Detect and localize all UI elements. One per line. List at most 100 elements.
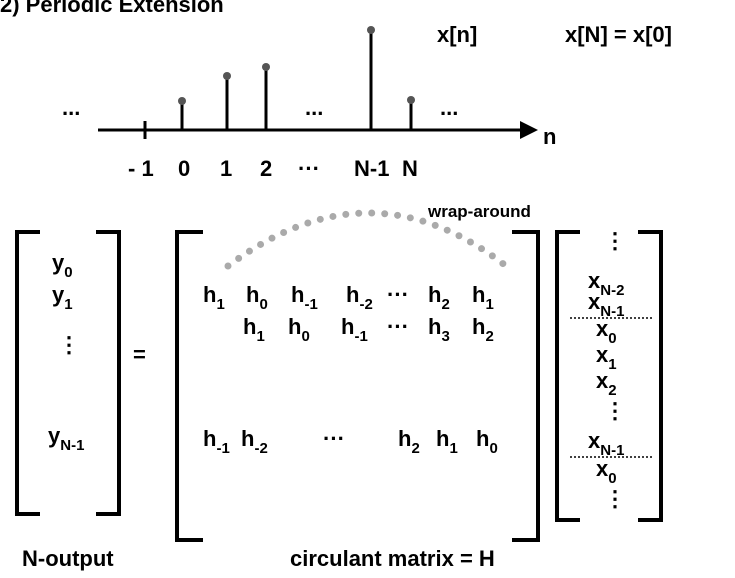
input-entry: ⋮ <box>604 228 626 253</box>
input-entry-sub: N-1 <box>600 442 624 459</box>
input-entry-sub: N-2 <box>600 282 624 299</box>
matrix-entry-base: h <box>398 426 411 451</box>
matrix-entry-base: h <box>341 314 354 339</box>
matrix-entry-base: h <box>472 314 485 339</box>
matrix-entry-base: h <box>428 282 441 307</box>
matrix-entry-base: h <box>241 426 254 451</box>
input-entry-sub: 2 <box>608 382 616 399</box>
input-entry-base: x <box>588 268 601 293</box>
matrix-entry: h0 <box>246 282 268 313</box>
matrix-entry-base: h <box>346 282 359 307</box>
matrix-entry: h1 <box>436 426 458 457</box>
input-entry-base: x <box>596 456 609 481</box>
matrix-entry: h0 <box>476 426 498 457</box>
axis-tick-label: 1 <box>220 156 232 181</box>
matrix-entry-sub: 3 <box>441 328 449 345</box>
axis-tick-label: 2 <box>260 156 272 181</box>
output-entry-sub: N-1 <box>60 437 84 454</box>
output-entry-sub: 0 <box>64 264 72 281</box>
matrix-entry-base: h <box>476 426 489 451</box>
axis-arrow <box>520 121 538 139</box>
wrap-arc <box>224 209 510 270</box>
matrix-entry: h-2 <box>346 282 373 313</box>
input-entry: xN-2 <box>588 268 624 299</box>
ellipsis: ... <box>440 95 458 120</box>
axis-label: n <box>543 124 556 149</box>
matrix-entry-base: h <box>472 282 485 307</box>
footer-left: N-output <box>22 546 114 571</box>
ellipsis: ... <box>305 95 323 120</box>
matrix-entry: h-2 <box>241 426 268 457</box>
matrix-entry-sub: 2 <box>441 296 449 313</box>
matrix-entry-sub: 2 <box>485 328 493 345</box>
input-entry-base: x <box>596 342 609 367</box>
input-entry-base: x <box>588 428 601 453</box>
axis-tick-label: ··· <box>298 156 320 181</box>
input-entry-sub: N-1 <box>600 303 624 320</box>
matrix-entry: h0 <box>288 314 310 345</box>
matrix-entry: h1 <box>203 282 225 313</box>
output-entry-base: y <box>52 250 65 275</box>
matrix-entry: h-1 <box>341 314 368 345</box>
time-axis <box>98 31 522 139</box>
matrix-entry-sub: 0 <box>301 328 309 345</box>
matrix-entry-sub: 2 <box>411 440 419 457</box>
ellipsis: ... <box>62 95 80 120</box>
output-entry: yN-1 <box>48 423 84 454</box>
matrix-entry-sub: -2 <box>254 440 267 457</box>
matrix-entry-sub: -1 <box>354 328 367 345</box>
matrix-entry: h1 <box>472 282 494 313</box>
output-entry-base: y <box>52 282 65 307</box>
periodicity: x[N] = x[0] <box>565 22 672 47</box>
output-entry: ⋮ <box>58 332 80 357</box>
matrix-entry: h2 <box>472 314 494 345</box>
matrix-entry-base: h <box>203 282 216 307</box>
wrap-label: wrap-around <box>427 202 531 221</box>
matrix-entry: ··· <box>323 426 345 451</box>
input-entry-base: x <box>596 368 609 393</box>
matrix-entry: h2 <box>398 426 420 457</box>
matrix-entry-sub: 1 <box>216 296 224 313</box>
output-entry: y1 <box>52 282 73 313</box>
matrix-entry-base: h <box>428 314 441 339</box>
matrix-entry: ··· <box>387 282 409 307</box>
input-entry-base: x <box>596 316 609 341</box>
matrix-entry-sub: 1 <box>449 440 457 457</box>
input-entry: ⋮ <box>604 486 626 511</box>
brackets <box>15 230 663 542</box>
matrix-entry: h-1 <box>203 426 230 457</box>
matrix-entry-sub: -1 <box>304 296 317 313</box>
input-entry: xN-1 <box>588 428 624 459</box>
output-entry: y0 <box>52 250 73 281</box>
matrix-entry-base: h <box>291 282 304 307</box>
matrix-entry-sub: -2 <box>359 296 372 313</box>
equals: = <box>133 342 146 367</box>
matrix-entry: h1 <box>243 314 265 345</box>
matrix-entry-sub: 1 <box>256 328 264 345</box>
axis-tick-label: N <box>402 156 418 181</box>
input-entry: x2 <box>596 368 617 399</box>
matrix-entry-base: h <box>288 314 301 339</box>
matrix-entry: h3 <box>428 314 450 345</box>
input-entry: x0 <box>596 316 617 347</box>
input-entry-base: x <box>588 289 601 314</box>
signal-label: x[n] <box>437 22 477 47</box>
matrix-entry-base: h <box>246 282 259 307</box>
matrix-entry-sub: 1 <box>485 296 493 313</box>
title: 2) Periodic Extension <box>0 0 224 17</box>
matrix-entry-sub: 0 <box>489 440 497 457</box>
input-entry: x0 <box>596 456 617 487</box>
matrix-entry: h2 <box>428 282 450 313</box>
input-entry: ⋮ <box>604 398 626 423</box>
stem-heads <box>178 26 415 105</box>
input-entry-sub: 0 <box>608 330 616 347</box>
matrix-entry-base: h <box>243 314 256 339</box>
output-entry-sub: 1 <box>64 296 72 313</box>
matrix-entry-sub: 0 <box>259 296 267 313</box>
matrix-entry: h-1 <box>291 282 318 313</box>
input-entry-sub: 1 <box>608 356 616 373</box>
matrix-entry-base: h <box>436 426 449 451</box>
input-entry: x1 <box>596 342 617 373</box>
matrix-entry-base: h <box>203 426 216 451</box>
